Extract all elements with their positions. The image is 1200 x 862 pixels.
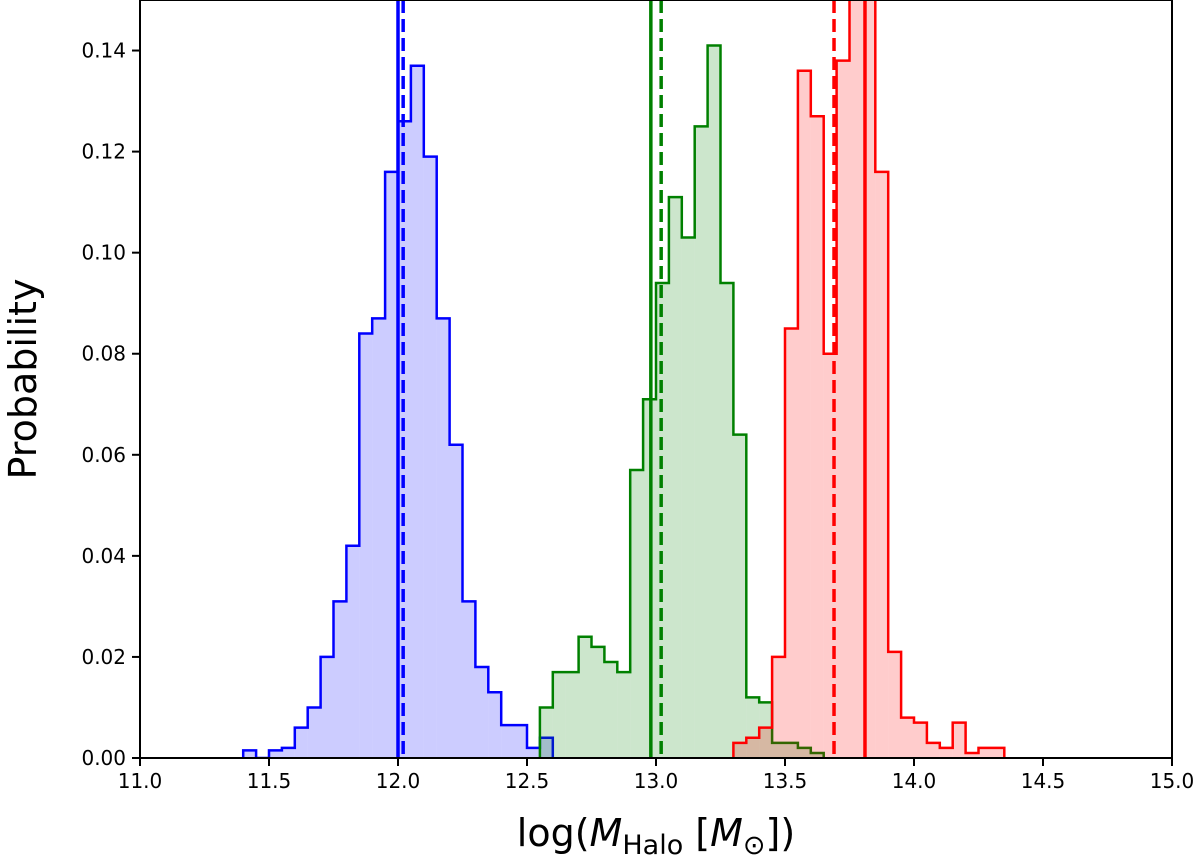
histogram-bar <box>733 742 747 758</box>
histogram-bar <box>797 70 811 758</box>
histogram-bar <box>720 282 734 758</box>
y-tick-label: 0.12 <box>81 140 126 164</box>
y-tick-label: 0.10 <box>81 241 126 265</box>
x-tick-label: 11.5 <box>247 769 292 793</box>
histogram-bar <box>681 237 695 758</box>
histogram-outline <box>732 0 1006 758</box>
histogram-bar <box>294 727 308 758</box>
histogram-bar <box>372 318 386 758</box>
histogram-bar <box>836 60 850 758</box>
x-label-part: Halo <box>622 830 683 861</box>
x-tick-label: 14.0 <box>892 769 937 793</box>
histogram-bar <box>552 672 566 758</box>
histogram-bar <box>952 722 966 758</box>
histogram-bar <box>785 742 798 758</box>
histogram-bar <box>243 750 257 758</box>
histogram-bar <box>281 747 295 758</box>
histogram-bar <box>849 0 863 758</box>
histogram-bar <box>630 469 644 758</box>
x-tick-label: 14.5 <box>1021 769 1066 793</box>
histogram-bar <box>307 707 321 758</box>
histogram-bar <box>604 661 618 758</box>
histogram-bar <box>565 672 579 758</box>
x-tick-label: 12.5 <box>505 769 550 793</box>
histogram-bar <box>462 601 476 758</box>
histogram-bar <box>668 197 682 758</box>
histogram-bar <box>746 697 760 758</box>
histogram-bar <box>926 742 940 758</box>
histogram-bar <box>810 116 824 758</box>
histogram-bar <box>514 725 527 758</box>
histogram-bar <box>269 750 282 758</box>
histogram-bar <box>888 651 902 758</box>
x-tick-label: 13.5 <box>763 769 808 793</box>
histogram-bar <box>501 725 515 758</box>
x-tick-label: 12.0 <box>376 769 421 793</box>
x-label-part: ⊙ <box>743 830 766 861</box>
histogram-bar <box>346 545 360 758</box>
histogram-bar <box>578 636 592 758</box>
histogram-bar <box>797 747 811 758</box>
histogram-bar <box>965 752 979 758</box>
histogram-bar <box>449 444 463 758</box>
histogram-bar <box>759 702 773 758</box>
histogram-bar <box>991 747 1005 758</box>
y-tick-label: 0.00 <box>81 746 126 770</box>
histogram-bar <box>733 434 747 758</box>
y-axis-label: Probability <box>1 279 45 480</box>
x-tick-label: 15.0 <box>1150 769 1195 793</box>
histogram-bar <box>475 667 489 758</box>
x-tick-label: 11.0 <box>118 769 163 793</box>
x-label-part: M <box>590 811 623 855</box>
y-tick-label: 0.06 <box>81 443 126 467</box>
histogram-bar <box>527 747 540 758</box>
y-tick-label: 0.08 <box>81 342 126 366</box>
histogram-bar <box>488 692 502 758</box>
y-tick-label: 0.04 <box>81 544 126 568</box>
histogram-bar <box>333 601 347 758</box>
histogram-bar <box>436 318 450 758</box>
histogram-bar <box>914 722 927 758</box>
y-tick-label: 0.14 <box>81 39 126 63</box>
histogram-bar <box>539 737 553 758</box>
x-axis-label: log(MHalo [M⊙]) <box>517 811 795 861</box>
x-label-part: log( <box>517 811 590 855</box>
histogram-bar <box>939 747 953 758</box>
histogram-bar <box>707 45 721 758</box>
histogram-bar <box>385 171 398 758</box>
histogram-bar <box>759 727 773 758</box>
histogram-bar <box>746 737 760 758</box>
x-label-part: M <box>710 811 743 855</box>
histogram-outline <box>538 44 825 758</box>
histogram-bar <box>785 328 798 758</box>
y-tick-label: 0.02 <box>81 645 126 669</box>
histogram-bar <box>423 156 437 758</box>
histogram-bar <box>617 672 631 758</box>
histogram-bar <box>875 171 889 758</box>
x-label-part: [ <box>683 811 710 855</box>
x-tick-label: 13.0 <box>634 769 679 793</box>
histogram-bar <box>320 656 334 758</box>
histogram-bar <box>410 65 424 758</box>
histogram-bar <box>810 752 824 758</box>
x-label-part: ]) <box>766 811 796 855</box>
plot-area <box>241 0 1006 758</box>
histogram-bar <box>772 656 785 758</box>
histogram-bar <box>772 742 785 758</box>
histogram-bar <box>591 646 605 758</box>
histogram-bar <box>978 747 992 758</box>
histogram-bar <box>359 333 373 758</box>
histogram-bar <box>901 717 914 758</box>
histogram-bar <box>694 126 708 758</box>
histogram-bar <box>539 707 553 758</box>
